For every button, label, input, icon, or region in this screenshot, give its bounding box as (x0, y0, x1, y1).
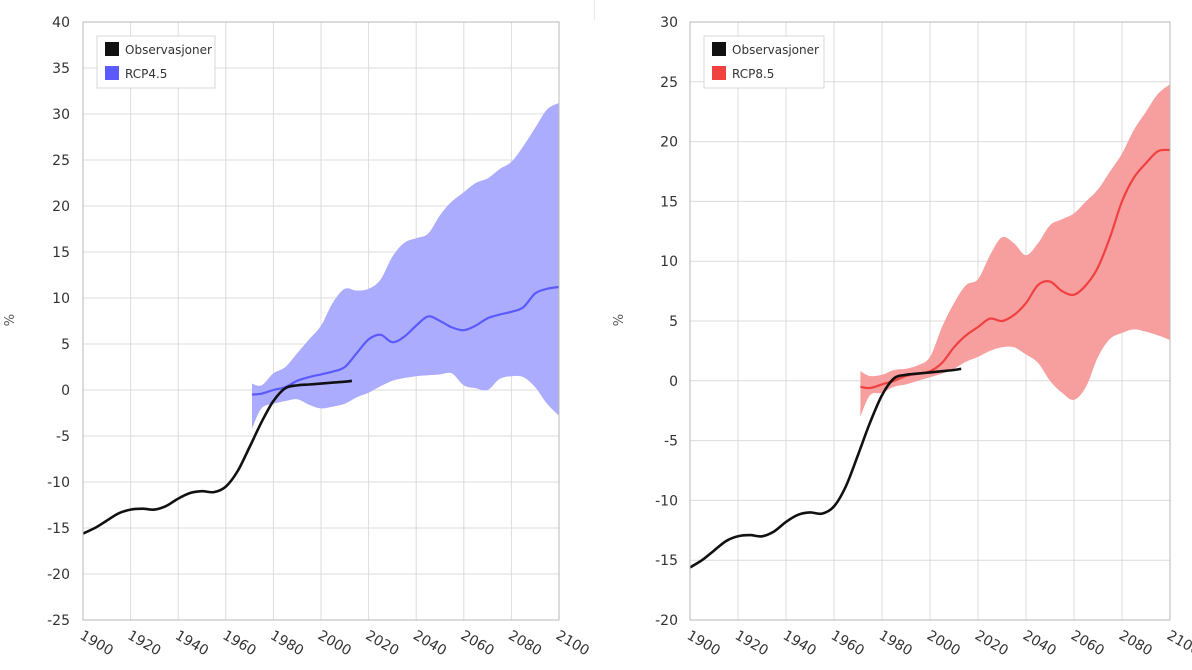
y-tick-label: 20 (660, 135, 678, 151)
series-band-rcp45 (252, 103, 559, 429)
x-axis: 1900 1920 1940 1960 1980 2000 2020 2040 2060 2080… (684, 628, 1192, 660)
y-tick-label: 20 (52, 199, 70, 215)
legend-label-observasjoner: Observasjoner (125, 43, 212, 57)
y-tick-label: 5 (61, 337, 70, 353)
x-tick-label: 1980 (876, 628, 915, 660)
y-tick-label: 30 (660, 15, 678, 31)
y-axis-label: % (3, 314, 18, 326)
series-line-observasjoner (82, 379, 353, 535)
x-tick-label: 2000 (315, 628, 354, 660)
x-tick-label: 2060 (458, 628, 497, 660)
legend-label-observasjoner: Observasjoner (732, 43, 819, 57)
x-tick-label: 2020 (972, 628, 1011, 660)
y-tick-label: 25 (660, 75, 678, 91)
y-axis: -20 -15 -10 -5 0 5 10 15 20 25 30% (612, 15, 678, 629)
legend-label-rcp85: RCP8.5 (732, 67, 774, 81)
x-tick-label: 2100 (1164, 628, 1192, 660)
y-tick-label: 10 (660, 254, 678, 270)
x-tick-label: 1900 (77, 628, 116, 660)
x-tick-label: 2040 (410, 628, 449, 660)
legend: Observasjoner RCP8.5 (703, 35, 825, 89)
x-tick-label: 2080 (1116, 628, 1155, 660)
y-tick-label: -5 (664, 434, 678, 450)
plot-frame (689, 21, 1171, 621)
x-tick-label: 2020 (363, 628, 402, 660)
x-tick-label: 1960 (828, 628, 867, 660)
series-line-observasjoner (689, 367, 962, 569)
legend-swatch-observasjoner (712, 42, 726, 56)
y-tick-label: -15 (655, 553, 678, 569)
x-tick-label: 2040 (1020, 628, 1059, 660)
panel-divider (594, 0, 595, 20)
y-tick-label: 35 (52, 61, 70, 77)
legend: Observasjoner RCP4.5 (96, 35, 216, 89)
y-tick-label: 5 (669, 314, 678, 330)
x-tick-label: 1900 (684, 628, 723, 660)
x-tick-label: 2000 (924, 628, 963, 660)
x-tick-label: 2060 (1068, 628, 1107, 660)
y-tick-label: 0 (61, 383, 70, 399)
x-axis: 1900 1920 1940 1960 1980 2000 2020 2040 2060 2080… (77, 628, 592, 660)
y-tick-label: -15 (47, 521, 70, 537)
y-tick-label: -20 (47, 567, 70, 583)
y-tick-label: -20 (655, 613, 678, 629)
y-tick-label: 15 (660, 194, 678, 210)
y-tick-label: 15 (52, 245, 70, 261)
series-band-rcp85 (860, 84, 1170, 417)
chart-panel-2: -20 -15 -10 -5 0 5 10 15 20 25 30% 1900 1920 1940 1960… (612, 15, 1192, 659)
y-axis: -25 -20 -15 -10 -5 0 5 10 15 20 25 30 35 40% (3, 15, 70, 629)
y-tick-label: -25 (47, 613, 70, 629)
x-tick-label: 1980 (267, 628, 306, 660)
plot-frame (82, 21, 560, 621)
x-tick-label: 1960 (220, 628, 259, 660)
y-tick-label: 0 (669, 374, 678, 390)
legend-label-rcp45: RCP4.5 (125, 67, 167, 81)
series-median-rcp45 (251, 285, 560, 396)
y-tick-label: 25 (52, 153, 70, 169)
y-axis-label: % (612, 314, 627, 326)
x-tick-label: 1920 (732, 628, 771, 660)
y-tick-label: 30 (52, 107, 70, 123)
y-tick-label: 40 (52, 15, 70, 31)
y-tick-label: -10 (655, 493, 678, 509)
legend-swatch-rcp45 (105, 66, 119, 80)
x-tick-label: 2100 (553, 628, 592, 660)
x-tick-label: 2080 (505, 628, 544, 660)
x-tick-label: 1940 (172, 628, 211, 660)
x-tick-label: 1940 (780, 628, 819, 660)
y-tick-label: -10 (47, 475, 70, 491)
x-tick-label: 1920 (125, 628, 164, 660)
legend-swatch-observasjoner (105, 42, 119, 56)
legend-swatch-rcp85 (712, 66, 726, 80)
y-tick-label: 10 (52, 291, 70, 307)
y-tick-label: -5 (56, 429, 70, 445)
